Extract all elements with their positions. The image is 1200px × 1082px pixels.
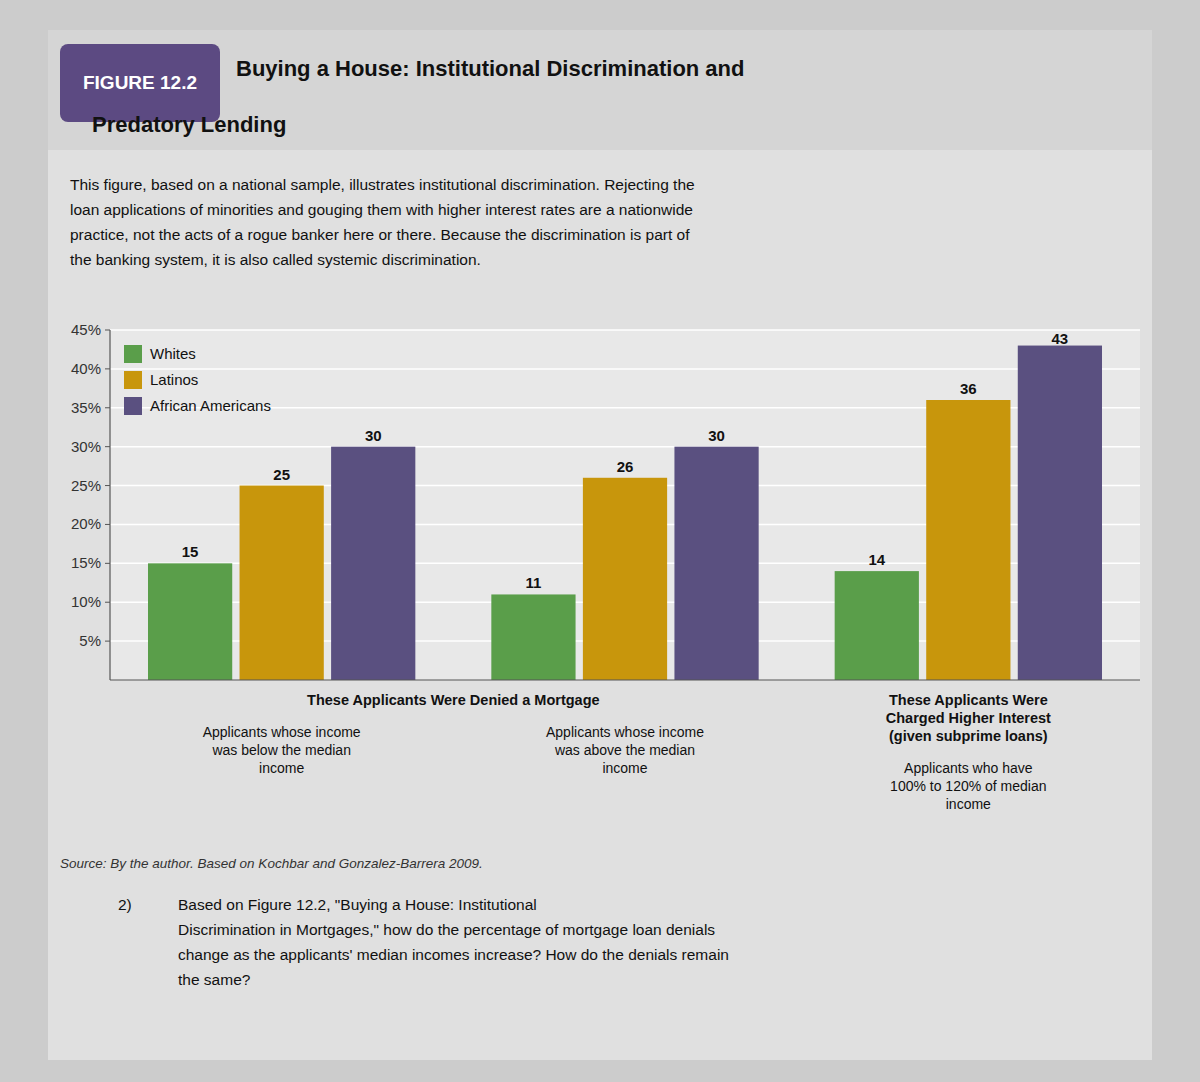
grid-line bbox=[110, 368, 1140, 370]
bar bbox=[583, 478, 667, 680]
tick-mark bbox=[105, 407, 110, 408]
group-header: These Applicants Were Charged Higher Inte… bbox=[886, 692, 1051, 744]
tick-mark bbox=[105, 641, 110, 642]
bar bbox=[240, 486, 324, 680]
data-label: 14 bbox=[868, 551, 885, 568]
text-line: loan applications of minorities and goug… bbox=[70, 201, 693, 218]
description: This figure, based on a national sample,… bbox=[70, 176, 695, 268]
text-line: (given subprime loans) bbox=[889, 728, 1048, 744]
text-line: the banking system, it is also called sy… bbox=[70, 251, 481, 268]
text-line: Applicants whose income bbox=[203, 724, 361, 740]
data-label: 30 bbox=[365, 427, 382, 444]
tick-mark bbox=[105, 446, 110, 447]
bar bbox=[148, 563, 232, 680]
bar bbox=[1018, 346, 1102, 680]
tick-mark bbox=[105, 563, 110, 564]
text-line: income bbox=[259, 760, 304, 776]
source: Source: By the author. Based on Kochbar … bbox=[60, 856, 483, 871]
legend-swatch bbox=[124, 345, 142, 363]
text-line: This figure, based on a national sample,… bbox=[70, 176, 695, 193]
page-background bbox=[0, 0, 1200, 1082]
figure: FIGURE 12.2 Buying a House: Institutional… bbox=[0, 0, 1200, 1082]
text-line: Predatory Lending bbox=[92, 112, 286, 137]
tick-label: 15% bbox=[71, 554, 101, 571]
bars bbox=[148, 346, 1102, 680]
text-line: income bbox=[946, 796, 991, 812]
bar bbox=[491, 594, 575, 680]
category-label: Applicants whose income was below the med… bbox=[203, 724, 361, 776]
title: Buying a House: Institutional Discrimina… bbox=[92, 56, 744, 137]
category-label: Applicants whose income was above the med… bbox=[546, 724, 704, 776]
question-number: 2) bbox=[118, 896, 132, 913]
text-line: practice, not the acts of a rogue banker… bbox=[70, 226, 690, 243]
tick-mark bbox=[105, 330, 110, 331]
tick-mark bbox=[105, 368, 110, 369]
text-line: was above the median bbox=[554, 742, 695, 758]
data-labels: 15 11 14 25 26 36 30 30 43 bbox=[182, 330, 1068, 591]
category-label: Applicants who have 100% to 120% of media… bbox=[890, 760, 1046, 812]
text-line: Based on Figure 12.2, "Buying a House: I… bbox=[178, 896, 537, 913]
legend-label: African Americans bbox=[150, 397, 271, 414]
text-line: Discrimination in Mortgages," how do the… bbox=[178, 921, 715, 938]
y-axis-line bbox=[109, 330, 110, 680]
question-text: Based on Figure 12.2, "Buying a House: I… bbox=[178, 896, 729, 988]
tick-mark bbox=[105, 485, 110, 486]
text-line: Charged Higher Interest bbox=[886, 710, 1051, 726]
data-label: 26 bbox=[617, 458, 634, 475]
legend-swatch bbox=[124, 371, 142, 389]
x-axis-line bbox=[110, 679, 1140, 680]
legend-label: Latinos bbox=[150, 371, 198, 388]
plot-background bbox=[110, 330, 1140, 680]
text-line: Buying a House: Institutional Discrimina… bbox=[236, 56, 744, 81]
data-label: 25 bbox=[273, 466, 290, 483]
figure-label: FIGURE 12.2 bbox=[83, 72, 197, 93]
tick-label: 20% bbox=[71, 515, 101, 532]
group-header: These Applicants Were Denied a Mortgage bbox=[307, 692, 600, 708]
bar bbox=[926, 400, 1010, 680]
legend: Whites Latinos African Americans bbox=[124, 345, 271, 415]
tick-label: 35% bbox=[71, 399, 101, 416]
content-panel bbox=[48, 30, 1152, 1060]
legend-swatch bbox=[124, 397, 142, 415]
data-label: 30 bbox=[708, 427, 725, 444]
header-bar bbox=[48, 30, 1152, 150]
legend-label: Whites bbox=[150, 345, 196, 362]
figure-badge bbox=[60, 44, 220, 122]
tick-mark bbox=[105, 524, 110, 525]
bar bbox=[835, 571, 919, 680]
data-label: 36 bbox=[960, 380, 977, 397]
text-line: was below the median bbox=[211, 742, 351, 758]
text-line: 100% to 120% of median bbox=[890, 778, 1046, 794]
data-label: 11 bbox=[526, 574, 542, 591]
data-label: 15 bbox=[182, 543, 199, 560]
text-line: These Applicants Were bbox=[889, 692, 1048, 708]
tick-label: 40% bbox=[71, 360, 101, 377]
tick-label: 45% bbox=[71, 321, 101, 338]
tick-label: 25% bbox=[71, 477, 101, 494]
text-line: Applicants who have bbox=[904, 760, 1033, 776]
tick-label: 30% bbox=[71, 438, 101, 455]
text-line: income bbox=[602, 760, 647, 776]
bar bbox=[674, 447, 758, 680]
data-label: 43 bbox=[1052, 330, 1069, 347]
grid-line bbox=[110, 329, 1140, 331]
bar bbox=[331, 447, 415, 680]
tick-mark bbox=[105, 602, 110, 603]
tick-label: 5% bbox=[79, 632, 101, 649]
text-line: the same? bbox=[178, 971, 251, 988]
text-line: Applicants whose income bbox=[546, 724, 704, 740]
text-line: change as the applicants' median incomes… bbox=[178, 946, 729, 963]
tick-label: 10% bbox=[71, 593, 101, 610]
text-line: These Applicants Were Denied a Mortgage bbox=[307, 692, 600, 708]
